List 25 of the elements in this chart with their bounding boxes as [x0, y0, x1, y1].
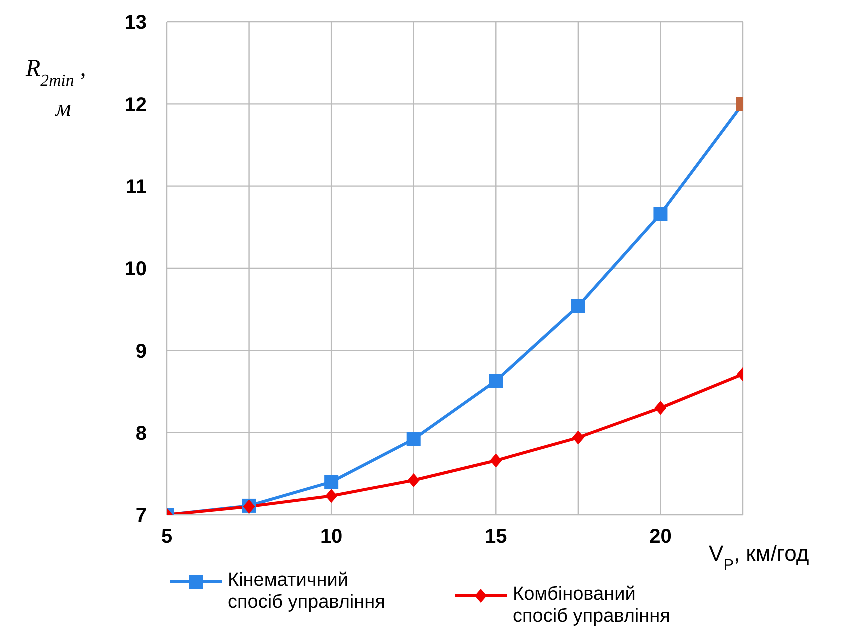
point: [572, 430, 584, 445]
x-tick-label: 10: [320, 526, 343, 548]
point: [326, 489, 338, 504]
point: [408, 473, 420, 488]
y-tick-label: 9: [136, 340, 147, 363]
legend-label: Комбінований спосіб управління: [513, 584, 672, 628]
x-tick-label: 15: [485, 526, 508, 548]
y-tick-label: 13: [124, 12, 147, 34]
point: [489, 374, 504, 388]
point: [571, 299, 586, 314]
legend-label: Кінематичний спосіб управління: [228, 570, 386, 614]
x-axis-title: V$_{P}$, км/год: [709, 541, 810, 574]
point: [406, 432, 421, 446]
point: [490, 454, 502, 468]
point: [654, 401, 667, 416]
point: [324, 475, 339, 490]
y-axis-title: R$_{2min}$ , м: [25, 56, 92, 122]
y-tick-label: 10: [124, 258, 147, 281]
y-tick-label: 8: [136, 422, 147, 445]
x-tick-label: 20: [650, 526, 672, 548]
y-tick-label: 7: [136, 505, 147, 528]
y-tick-label: 12: [124, 94, 147, 116]
y-tick-label: 11: [126, 176, 147, 198]
x-tick-label: 5: [161, 526, 173, 548]
point: [654, 207, 668, 222]
